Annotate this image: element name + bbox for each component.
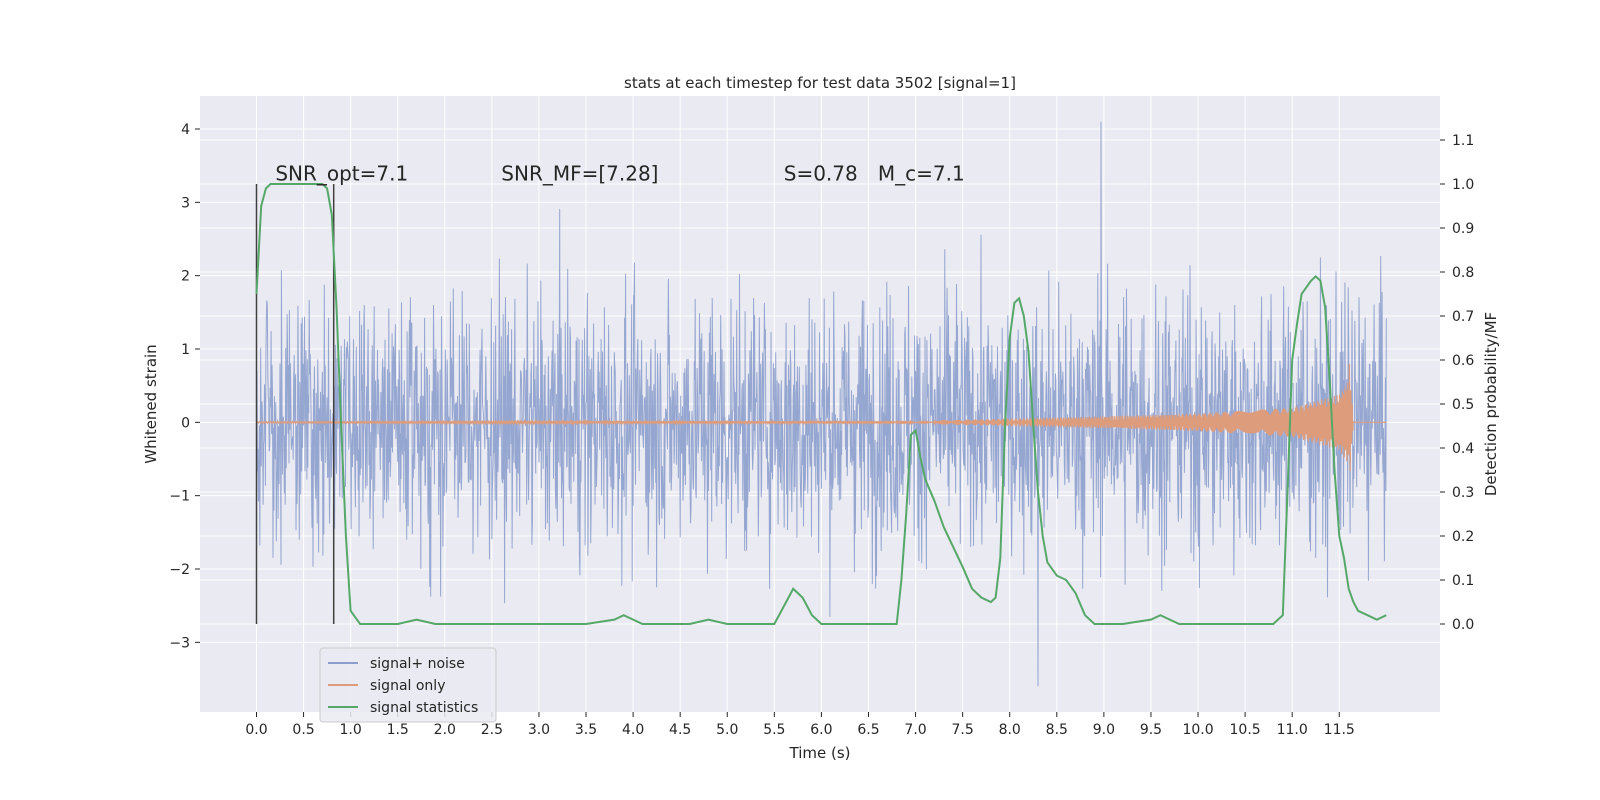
y-right-axis-title: Detection probability/MF <box>1482 312 1500 496</box>
y-right-tick-label: 0.2 <box>1452 529 1474 545</box>
y-right-tick-label: 0.5 <box>1452 397 1474 413</box>
y-tick-label: 1 <box>181 342 190 358</box>
annotation-text: SNR_MF=[7.28] <box>501 161 658 185</box>
y-right-tick-label: 0.6 <box>1452 353 1474 369</box>
annotation-text: SNR_opt=7.1 <box>275 161 408 185</box>
y-tick-label: −1 <box>169 489 190 505</box>
y-right-tick-label: 1.1 <box>1452 133 1474 149</box>
x-tick-label: 9.0 <box>1093 722 1115 738</box>
y-tick-label: −3 <box>169 635 190 651</box>
x-tick-label: 5.0 <box>716 722 738 738</box>
x-tick-label: 10.5 <box>1230 722 1261 738</box>
annotation-text: S=0.78 <box>784 161 858 185</box>
tick-labels: 0.0 0.5 1.0 1.5 2.0 2.5 3.0 3.5 4.0 4.5 5.0 5.5 6.0 6… <box>169 122 1474 738</box>
y-tick-label: 3 <box>181 195 190 211</box>
legend-label-noise: signal+ noise <box>370 656 465 672</box>
y-tick-label: 2 <box>181 269 190 285</box>
x-tick-label: 1.0 <box>340 722 362 738</box>
y-right-tick-label: 0.3 <box>1452 485 1474 501</box>
series-signal-noise <box>256 121 1387 687</box>
x-tick-label: 9.5 <box>1140 722 1162 738</box>
x-tick-label: 7.5 <box>952 722 974 738</box>
x-axis-title: Time (s) <box>789 744 851 762</box>
x-tick-label: 2.5 <box>481 722 503 738</box>
x-tick-label: 3.0 <box>528 722 550 738</box>
x-tick-label: 7.0 <box>904 722 926 738</box>
x-tick-label: 4.5 <box>669 722 691 738</box>
x-tick-label: 6.5 <box>857 722 879 738</box>
chart-title: stats at each timestep for test data 350… <box>624 74 1016 92</box>
x-tick-label: 1.5 <box>387 722 409 738</box>
annotations: SNR_opt=7.1 SNR_MF=[7.28] S=0.78 M_c=7.1 <box>275 161 964 185</box>
y-right-tick-label: 0.7 <box>1452 309 1474 325</box>
x-tick-label: 8.0 <box>999 722 1021 738</box>
x-tick-label: 6.0 <box>810 722 832 738</box>
signal-only-line <box>256 363 1387 472</box>
y-tick-label: 4 <box>181 122 190 138</box>
x-tick-label: 4.0 <box>622 722 644 738</box>
x-tick-label: 5.5 <box>763 722 785 738</box>
y-tick-label: −2 <box>169 562 190 578</box>
series-signal-only <box>256 363 1387 472</box>
y-axis-title: Whitened strain <box>142 344 160 463</box>
x-tick-label: 11.5 <box>1324 722 1355 738</box>
y-right-tick-label: 0.1 <box>1452 573 1474 589</box>
annotation-text: M_c=7.1 <box>878 161 965 185</box>
series-signal-statistics <box>255 183 1387 625</box>
x-tick-label: 3.5 <box>575 722 597 738</box>
y-right-tick-label: 0.9 <box>1452 221 1474 237</box>
legend-label-signal: signal only <box>370 678 445 694</box>
x-tick-label: 0.5 <box>292 722 314 738</box>
x-tick-label: 8.5 <box>1046 722 1068 738</box>
noise-line <box>256 121 1387 687</box>
y-right-tick-label: 0.8 <box>1452 265 1474 281</box>
y-right-tick-label: 0.0 <box>1452 617 1474 633</box>
x-tick-label: 0.0 <box>245 722 267 738</box>
legend-label-stats: signal statistics <box>370 700 478 716</box>
y-right-tick-label: 0.4 <box>1452 441 1474 457</box>
x-tick-label: 2.0 <box>434 722 456 738</box>
x-tick-label: 11.0 <box>1277 722 1308 738</box>
legend-box <box>319 647 497 723</box>
x-tick-label: 10.0 <box>1182 722 1213 738</box>
y-tick-label: 0 <box>181 415 190 431</box>
legend: signal+ noise signal only signal statist… <box>319 647 497 723</box>
y-right-tick-label: 1.0 <box>1452 177 1474 193</box>
signal-statistics-line <box>255 183 1387 625</box>
